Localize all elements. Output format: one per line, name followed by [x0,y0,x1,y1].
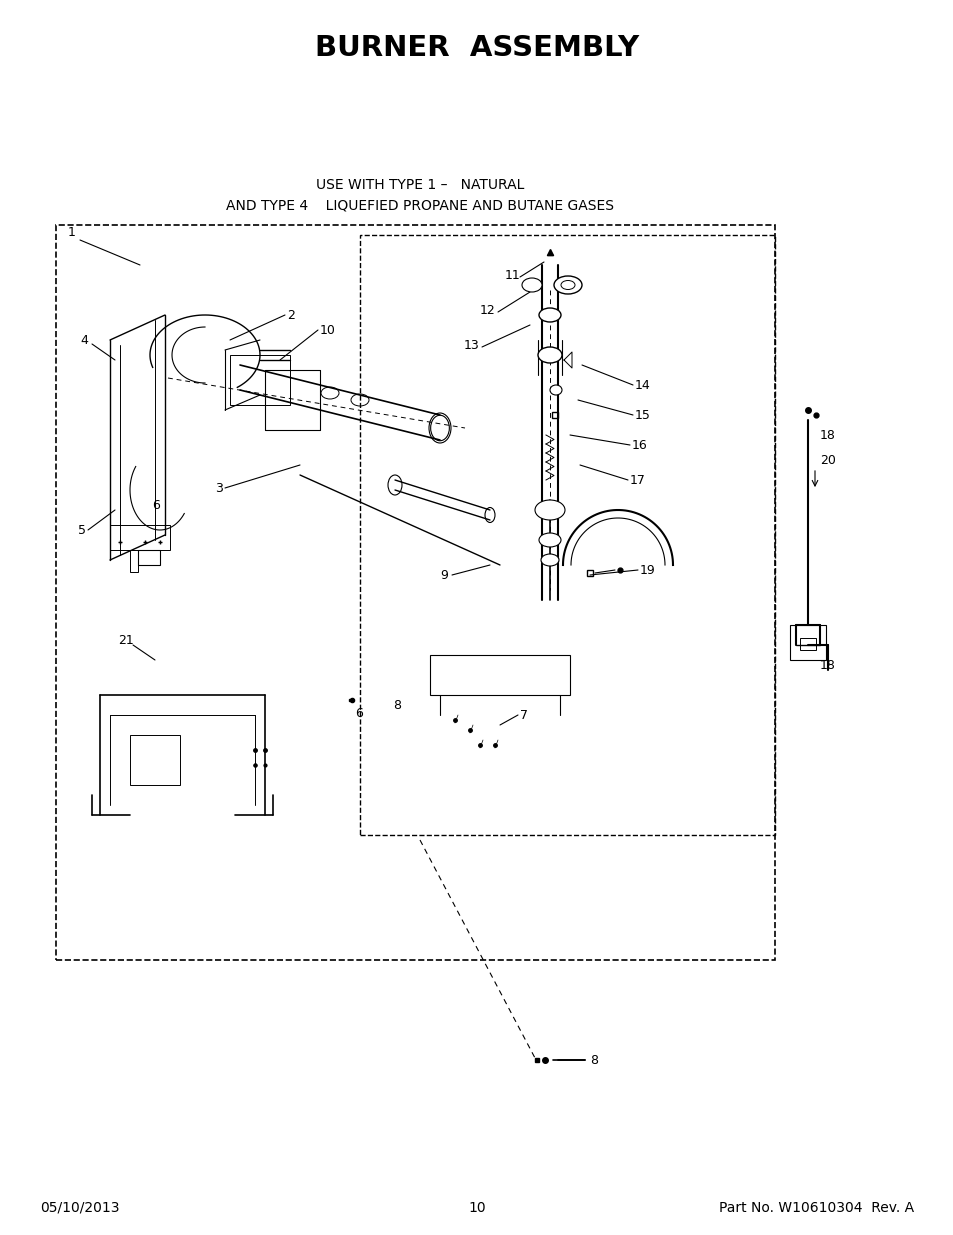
Ellipse shape [521,278,541,291]
Text: 05/10/2013: 05/10/2013 [40,1200,119,1215]
Text: 12: 12 [479,304,496,316]
Text: 10: 10 [319,324,335,336]
Text: 21: 21 [118,634,133,646]
Text: 6: 6 [152,499,160,511]
Text: 9: 9 [439,568,447,582]
Bar [359,235,774,835]
Text: 8: 8 [589,1053,598,1067]
Bar [789,625,825,659]
Text: 8: 8 [393,699,400,711]
Text: 2: 2 [287,309,294,321]
Text: 11: 11 [504,268,520,282]
Bar [430,655,569,695]
Bar [130,550,138,572]
Ellipse shape [537,347,561,363]
Text: 5: 5 [78,524,86,536]
Text: 4: 4 [80,333,88,347]
Text: Part No. W10610304  Rev. A: Part No. W10610304 Rev. A [719,1200,913,1215]
Text: 16: 16 [631,438,647,452]
Text: AND TYPE 4    LIQUEFIED PROPANE AND BUTANE GASES: AND TYPE 4 LIQUEFIED PROPANE AND BUTANE … [226,198,614,212]
Text: 6: 6 [355,706,362,720]
Bar [230,354,290,405]
Ellipse shape [535,500,564,520]
Text: 19: 19 [639,563,655,577]
Text: 14: 14 [635,378,650,391]
Text: 17: 17 [629,473,645,487]
Bar [130,735,180,785]
Text: 20: 20 [820,453,835,467]
Text: BURNER  ASSEMBLY: BURNER ASSEMBLY [314,35,639,62]
Ellipse shape [538,534,560,547]
Text: USE WITH TYPE 1 –   NATURAL: USE WITH TYPE 1 – NATURAL [315,178,523,191]
Bar [138,550,160,564]
Bar [110,525,170,550]
Text: 1: 1 [68,226,76,238]
Text: 10: 10 [468,1200,485,1215]
Bar [56,225,774,960]
Ellipse shape [540,555,558,566]
Text: 7: 7 [519,709,527,721]
Ellipse shape [550,385,561,395]
Ellipse shape [554,275,581,294]
Text: 18: 18 [820,658,835,672]
Text: 13: 13 [463,338,479,352]
Text: 15: 15 [635,409,650,421]
Text: 18: 18 [820,429,835,441]
Text: 3: 3 [214,482,223,494]
Bar [800,638,815,650]
Ellipse shape [538,308,560,322]
